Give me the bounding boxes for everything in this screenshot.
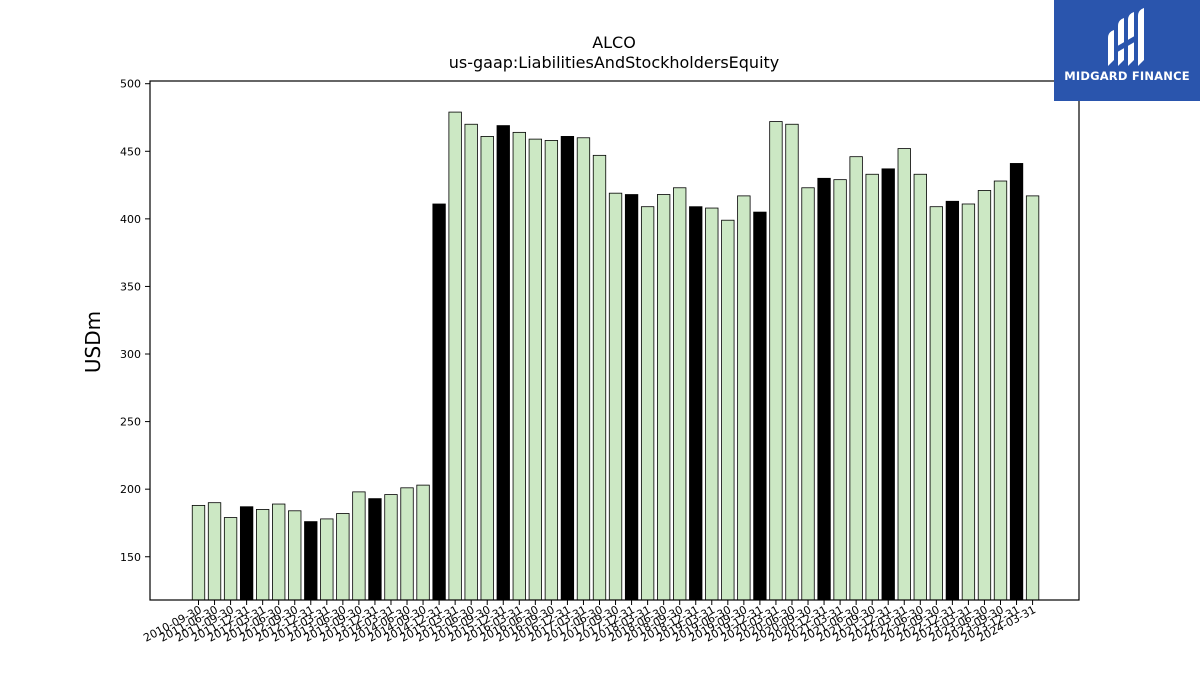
bar-2011-09-30 (239, 506, 254, 601)
brand-logo: MIDGARD FINANCE (1054, 0, 1200, 101)
bar-2021-12-31 (881, 168, 895, 601)
midgard-logo-icon (1108, 8, 1144, 66)
bar-2011-12-31 (256, 509, 270, 601)
bar-2017-12-31 (624, 194, 639, 601)
bar-2018-12-31 (689, 206, 703, 601)
bar-2010-09-30 (191, 504, 206, 601)
bar-2020-09-30 (801, 187, 815, 601)
bar-2015-03-31 (448, 111, 462, 601)
bar-2017-06-30 (592, 154, 607, 601)
bar-2022-12-31 (945, 200, 960, 601)
bar-2016-12-31 (560, 136, 575, 601)
bars-group (191, 111, 1040, 601)
bar-2016-06-30 (528, 138, 542, 601)
bar-2013-12-31 (384, 494, 398, 601)
bar-2015-12-31 (496, 125, 510, 601)
bar-2012-09-30 (304, 521, 318, 601)
y-tick-label: 400 (120, 213, 141, 226)
y-tick-label: 250 (120, 416, 141, 429)
bar-2022-03-31 (897, 148, 911, 601)
bar-2018-03-31 (640, 206, 655, 601)
bar-2018-09-30 (673, 187, 687, 601)
bar-2017-03-31 (576, 137, 591, 601)
y-tick-label: 200 (120, 483, 141, 496)
bar-2014-09-30 (432, 203, 446, 601)
y-tick-label: 500 (120, 78, 141, 91)
bar-2019-06-30 (721, 219, 735, 601)
bar-2012-12-31 (320, 518, 334, 601)
bar-2017-09-30 (608, 192, 623, 601)
bar-2012-03-31 (272, 503, 286, 601)
bar-2014-06-30 (416, 484, 430, 601)
x-axis: 2010-09-302011-06-302011-09-302011-12-31… (141, 600, 1038, 645)
bar-2016-09-30 (544, 140, 559, 601)
bar-2014-03-31 (400, 487, 414, 601)
y-tick-label: 300 (120, 348, 141, 361)
bar-2021-03-31 (833, 179, 847, 601)
bar-2020-03-31 (769, 121, 783, 601)
brand-name: MIDGARD FINANCE (1064, 69, 1190, 83)
y-tick-label: 150 (120, 551, 141, 564)
chart-title: ALCO (592, 33, 636, 52)
bar-2023-12-31 (1009, 163, 1024, 601)
bar-2021-09-30 (865, 173, 879, 601)
bar-2016-03-31 (512, 131, 526, 601)
bar-2023-09-30 (993, 180, 1008, 601)
bar-2022-06-30 (913, 173, 927, 601)
bar-2011-03-31 (223, 517, 238, 601)
bar-2018-06-30 (657, 194, 671, 601)
bar-2022-09-30 (929, 206, 943, 601)
bar-2023-06-30 (977, 190, 992, 601)
bar-2012-06-30 (288, 510, 302, 601)
y-axis-label: USDm (81, 311, 105, 373)
plot-frame (149, 80, 1080, 601)
y-axis: 150 200 250 300 350 400 450 500 (120, 78, 150, 564)
bar-2013-06-30 (352, 491, 366, 601)
bar-2013-03-31 (336, 513, 350, 601)
bar-2013-09-30 (368, 498, 382, 601)
bar-2021-06-30 (849, 156, 863, 601)
bar-2015-06-30 (464, 123, 478, 601)
y-tick-label: 450 (120, 145, 141, 158)
y-tick-label: 350 (120, 280, 141, 293)
bar-2015-09-30 (480, 136, 494, 601)
bar-2024-03-31 (1025, 195, 1040, 601)
bar-2019-09-30 (737, 195, 751, 601)
bar-2010-12-31 (207, 502, 222, 601)
bar-2020-06-30 (785, 123, 799, 601)
bar-2023-03-31 (961, 203, 976, 601)
chart-subtitle: us-gaap:LiabilitiesAndStockholdersEquity (449, 53, 780, 72)
bar-2019-03-31 (705, 207, 719, 601)
bar-2020-12-31 (817, 177, 831, 601)
bar-2019-12-31 (753, 211, 767, 601)
